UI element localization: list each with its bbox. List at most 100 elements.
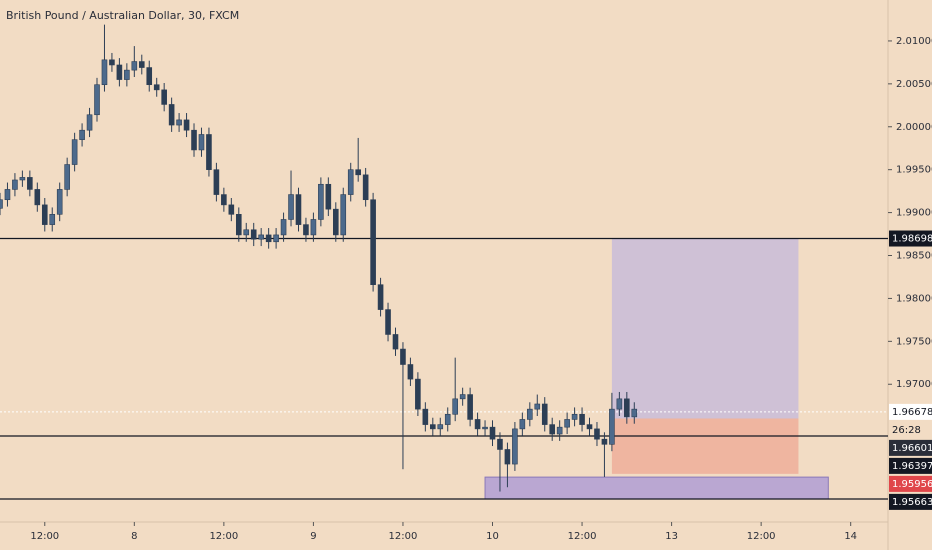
candle-body	[146, 67, 153, 86]
candle-body	[0, 199, 3, 209]
candle-body	[34, 189, 41, 206]
candle-body	[467, 394, 473, 420]
x-tick-label: 10	[486, 531, 499, 542]
candle-body	[280, 219, 287, 236]
candle-body	[601, 438, 608, 445]
candle-body	[198, 134, 205, 151]
candle-body	[86, 114, 93, 131]
price-label-bg	[889, 475, 932, 492]
candle-body	[183, 119, 190, 131]
candle-body	[250, 229, 257, 240]
x-tick-label: 12:00	[568, 531, 597, 542]
price-label-bg	[889, 439, 932, 456]
candle-body	[4, 189, 11, 201]
candle-body	[19, 177, 26, 181]
candle-body	[430, 424, 436, 430]
candle-body	[415, 378, 421, 410]
candle-body	[325, 183, 332, 210]
candle-body	[407, 364, 414, 380]
candle-body	[556, 426, 563, 435]
candle-body	[631, 408, 638, 418]
candle-body	[56, 189, 63, 215]
y-tick-label: 2.01000	[896, 36, 932, 47]
candle-body	[273, 234, 279, 243]
price-label-bg	[889, 230, 932, 247]
y-tick-label: 1.99000	[896, 208, 932, 219]
y-tick-label: 1.97500	[896, 336, 932, 347]
candle-body	[191, 129, 197, 151]
candle-body	[228, 204, 235, 215]
candle-body	[206, 134, 212, 170]
chart-title: British Pound / Australian Dollar, 30, F…	[6, 9, 239, 22]
candle-body	[609, 408, 615, 445]
candle-body	[400, 348, 406, 365]
candle-body	[138, 61, 145, 68]
price-label: 1.95663	[892, 497, 932, 508]
candle-body	[355, 169, 361, 176]
candle-body	[474, 419, 481, 430]
candle-body	[459, 394, 466, 400]
candle-body	[79, 129, 85, 140]
position-zone	[611, 238, 799, 419]
candle-body	[347, 169, 354, 195]
candle-body	[49, 214, 56, 225]
candle-body	[168, 104, 175, 126]
y-tick-label: 1.98000	[896, 293, 932, 304]
candle-body	[616, 398, 623, 410]
candle-body	[332, 208, 339, 236]
candle-body	[571, 413, 578, 420]
x-tick-label: 9	[310, 531, 316, 542]
candle-body	[370, 199, 376, 285]
x-tick-label: 12:00	[747, 531, 776, 542]
candle-body	[71, 139, 78, 165]
candle-body	[624, 398, 630, 418]
price-label-bg	[889, 493, 932, 510]
candle-body	[176, 119, 182, 126]
candle-body	[318, 183, 324, 220]
candle-body	[452, 398, 458, 415]
candle-body	[504, 449, 511, 465]
price-label-bg	[889, 403, 932, 420]
candle-body	[295, 194, 302, 225]
candle-body	[27, 177, 33, 190]
candle-body	[579, 413, 585, 425]
candle-body	[594, 428, 600, 440]
candle-body	[482, 426, 488, 430]
price-label: 1.96601	[892, 443, 932, 454]
y-tick-label: 2.00000	[896, 122, 932, 133]
candle-body	[131, 61, 138, 71]
candle-body	[564, 419, 570, 428]
x-tick-label: 8	[131, 531, 137, 542]
candle-body	[41, 204, 48, 225]
candle-body	[213, 169, 220, 195]
candle-body	[109, 59, 115, 66]
candle-body	[444, 413, 451, 425]
x-tick-label: 12:00	[209, 531, 238, 542]
candle-body	[489, 426, 496, 440]
candle-body	[541, 403, 548, 425]
price-label: 1.98698	[892, 234, 932, 245]
candle-body	[303, 224, 309, 236]
candle-body	[258, 234, 264, 240]
x-tick-label: 12:00	[30, 531, 59, 542]
candle-body	[534, 403, 541, 410]
candle-body	[310, 219, 317, 236]
y-tick-label: 1.99500	[896, 165, 932, 176]
candle-body	[243, 229, 250, 236]
candle-body	[64, 164, 70, 190]
candle-body	[12, 179, 18, 190]
candle-body	[437, 424, 444, 430]
candle-body	[124, 69, 130, 80]
candle-body	[161, 89, 167, 105]
candle-body	[101, 59, 108, 86]
candle-body	[422, 408, 429, 425]
x-tick-label: 12:00	[389, 531, 418, 542]
candle-body	[362, 174, 369, 201]
candle-body	[549, 424, 556, 435]
candle-body	[377, 284, 384, 310]
candle-body	[265, 234, 272, 243]
candle-body	[512, 428, 518, 465]
price-label: 1.96397	[892, 461, 932, 472]
x-tick-label: 13	[665, 531, 678, 542]
